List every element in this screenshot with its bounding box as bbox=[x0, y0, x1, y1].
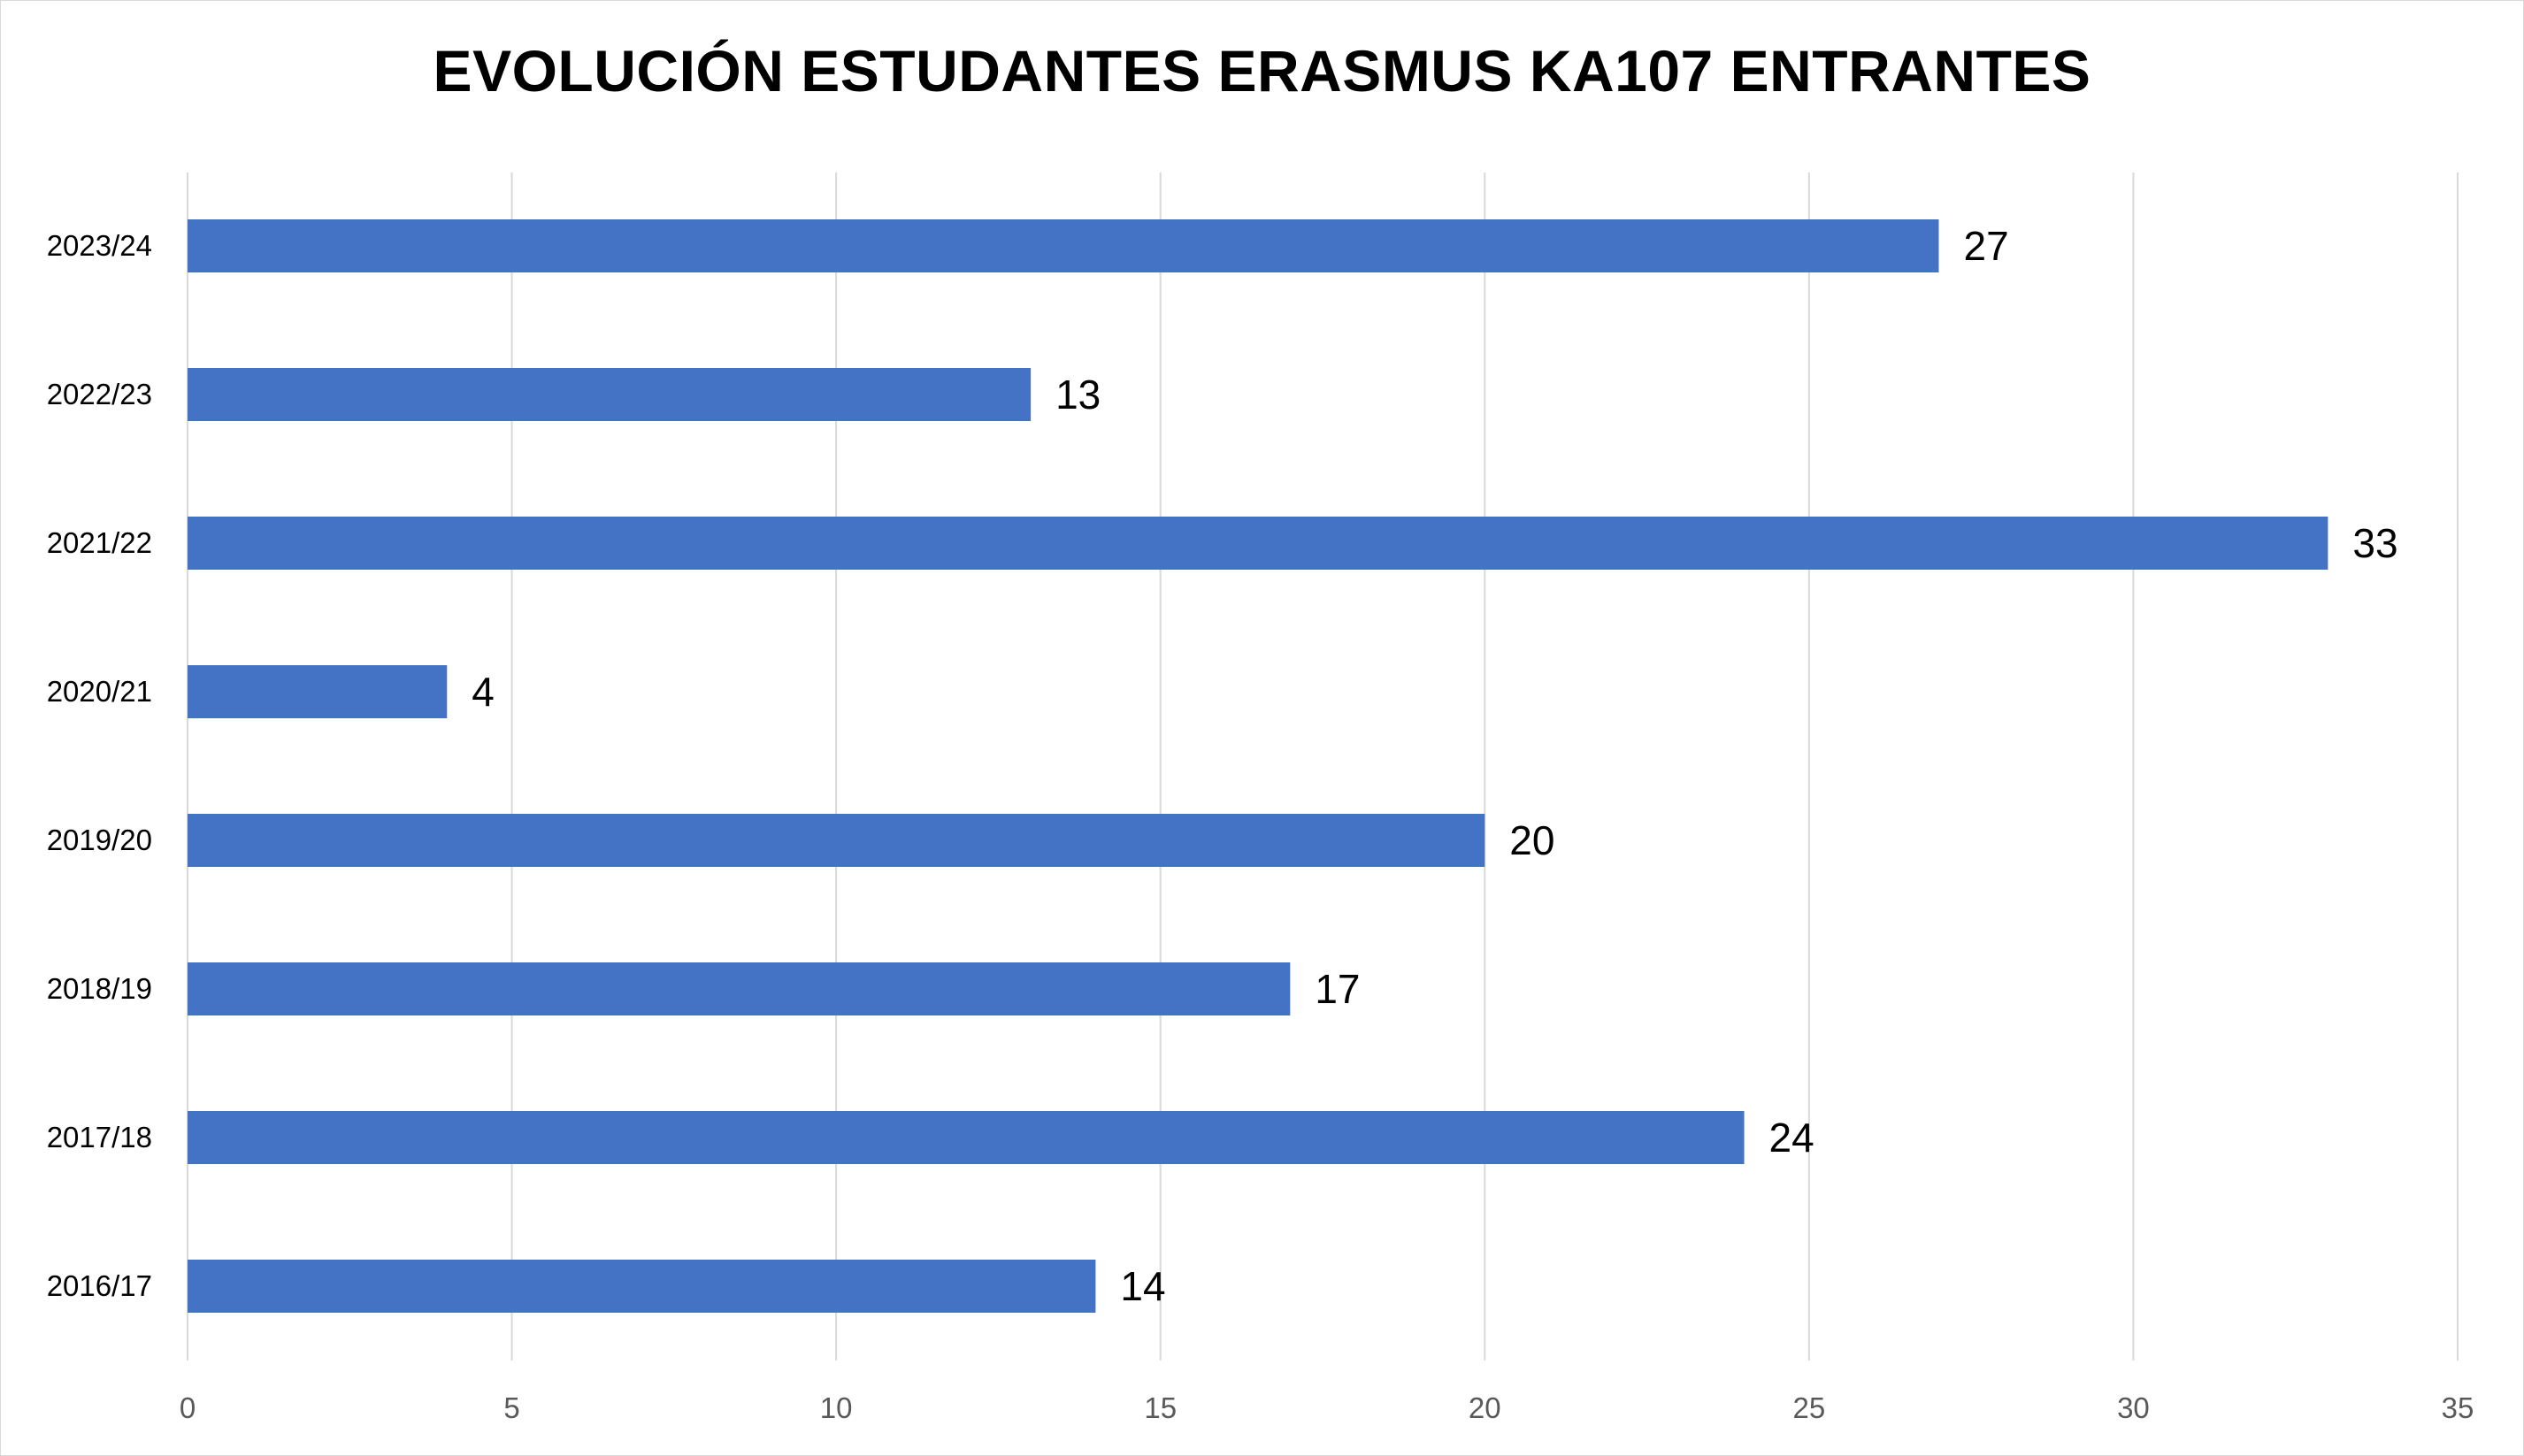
chart-title: EVOLUCIÓN ESTUDANTES ERASMUS KA107 ENTRA… bbox=[433, 38, 2091, 103]
category-label: 2018/19 bbox=[47, 972, 152, 1005]
category-axis: 2023/24 2022/23 2021/22 2020/21 2019/20 2018/… bbox=[47, 229, 152, 1302]
data-label-2023/24: 27 bbox=[1963, 223, 2008, 269]
value-axis: 0 5 10 15 20 25 30 35 bbox=[180, 1391, 2474, 1424]
category-label: 2017/18 bbox=[47, 1121, 152, 1153]
bar-2018/19 bbox=[188, 962, 1291, 1015]
category-label: 2021/22 bbox=[47, 526, 152, 559]
data-label-2021/22: 33 bbox=[2352, 520, 2397, 566]
bar-2019/20 bbox=[188, 814, 1485, 867]
bar-2016/17 bbox=[188, 1260, 1096, 1313]
category-label: 2023/24 bbox=[47, 229, 152, 262]
bar-2017/18 bbox=[188, 1111, 1745, 1164]
bars bbox=[188, 219, 2328, 1313]
category-label: 2020/21 bbox=[47, 675, 152, 708]
data-label-2018/19: 17 bbox=[1315, 966, 1360, 1012]
bar-2021/22 bbox=[188, 517, 2328, 570]
bar-2020/21 bbox=[188, 665, 448, 718]
x-tick-label: 5 bbox=[503, 1391, 519, 1424]
x-tick-label: 10 bbox=[820, 1391, 853, 1424]
category-label: 2019/20 bbox=[47, 824, 152, 856]
x-tick-label: 15 bbox=[1144, 1391, 1177, 1424]
data-label-2022/23: 13 bbox=[1055, 372, 1101, 418]
data-labels: 27 13 33 4 20 17 24 14 bbox=[472, 223, 2397, 1309]
grid-lines bbox=[187, 172, 2459, 1360]
data-label-2016/17: 14 bbox=[1120, 1263, 1165, 1309]
category-label: 2016/17 bbox=[47, 1269, 152, 1302]
category-label: 2022/23 bbox=[47, 378, 152, 410]
x-tick-label: 35 bbox=[2442, 1391, 2474, 1424]
x-tick-label: 30 bbox=[2117, 1391, 2150, 1424]
x-tick-label: 25 bbox=[1792, 1391, 1825, 1424]
data-label-2020/21: 4 bbox=[472, 669, 495, 715]
bar-2022/23 bbox=[188, 368, 1032, 421]
data-label-2017/18: 24 bbox=[1769, 1115, 1814, 1161]
bar-2023/24 bbox=[188, 219, 1939, 272]
x-tick-label: 0 bbox=[180, 1391, 196, 1424]
x-tick-label: 20 bbox=[1469, 1391, 1501, 1424]
data-label-2019/20: 20 bbox=[1509, 817, 1554, 863]
